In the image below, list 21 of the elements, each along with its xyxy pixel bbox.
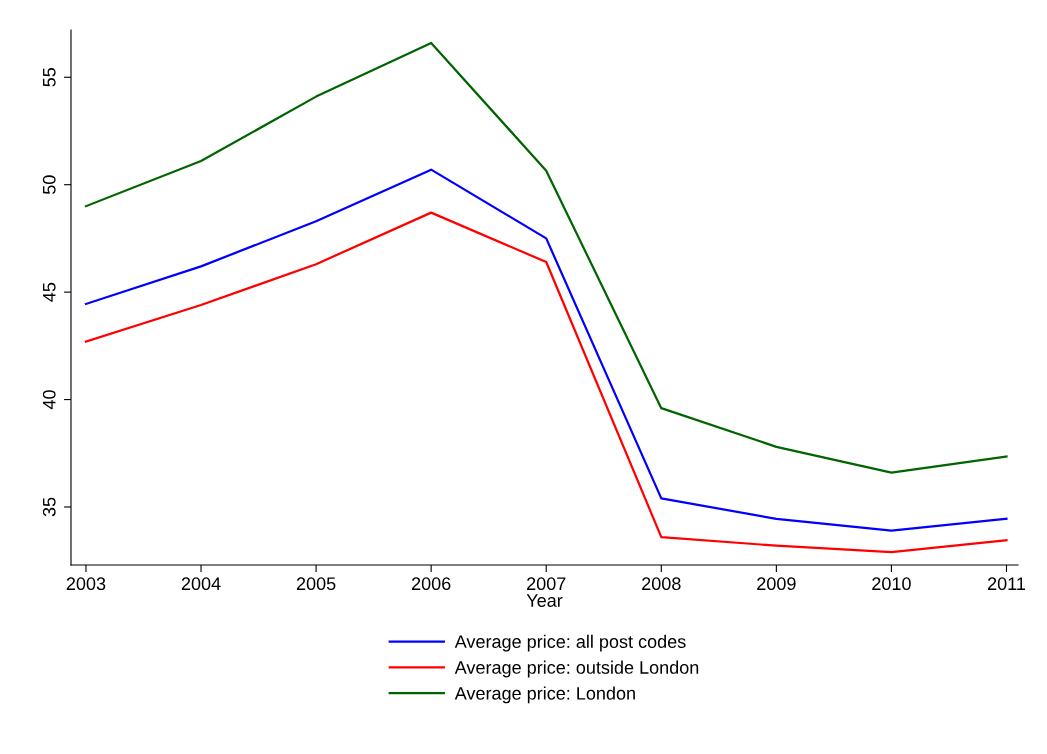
line-series — [84, 168, 1008, 532]
y-tick-label: 50 — [42, 175, 56, 195]
y-tick-label: 35 — [42, 497, 56, 517]
x-tick-label: 2003 — [66, 577, 106, 591]
legend-label: Average price: London — [454, 686, 635, 704]
y-tick-label: 45 — [43, 282, 56, 302]
x-tick-label: 2007 — [527, 577, 566, 591]
line-series — [84, 211, 1008, 554]
y-tick-label: 40 — [42, 390, 56, 410]
y-tick-label: 55 — [43, 67, 56, 87]
x-tick-label: 2010 — [872, 577, 911, 591]
x-tick-label: 2011 — [987, 577, 1026, 591]
legend-label: Average price: outside London — [454, 660, 699, 678]
x-tick-label: 2004 — [181, 577, 221, 591]
legend-label: Average price: all post codes — [454, 634, 686, 652]
line-series — [84, 41, 1008, 474]
x-tick-label: 2005 — [296, 577, 336, 591]
x-axis-title: Year — [526, 594, 563, 607]
x-tick-label: 2006 — [411, 577, 451, 591]
x-tick-label: 2008 — [642, 577, 681, 591]
x-tick-label: 2009 — [757, 577, 796, 591]
